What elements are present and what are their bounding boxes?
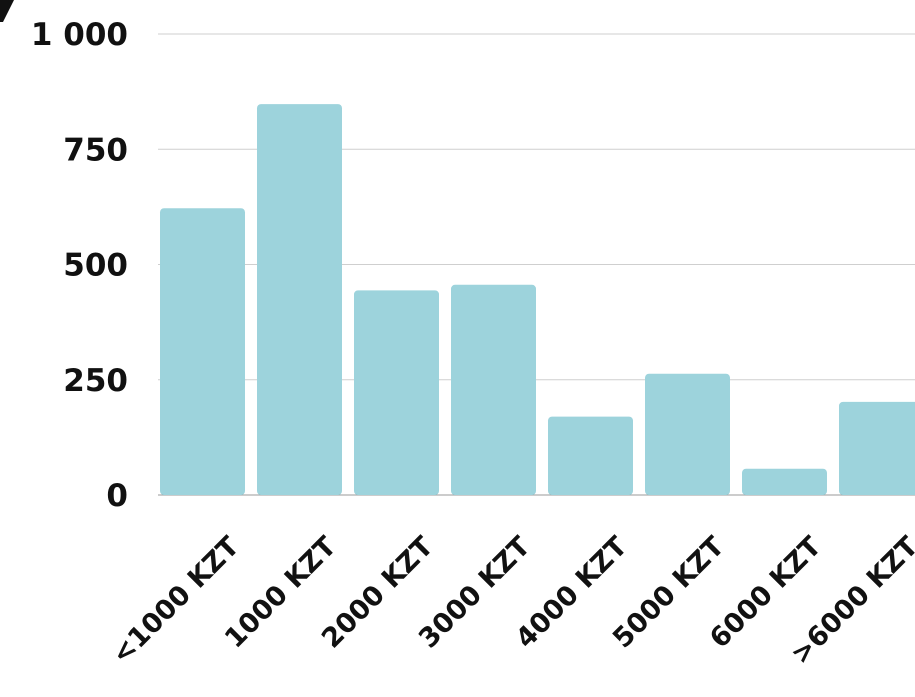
y-tick-label: 0	[106, 478, 128, 514]
y-tick-label: 500	[63, 248, 128, 284]
bar	[354, 290, 439, 495]
bar	[160, 208, 245, 495]
corner-decoration	[0, 0, 14, 22]
bars-layer	[160, 104, 915, 496]
bar	[742, 468, 827, 495]
y-tick-label: 750	[63, 132, 128, 168]
bar	[548, 416, 633, 495]
y-tick-label: 1 000	[31, 17, 128, 53]
y-tick-label: 250	[63, 363, 128, 399]
y-axis-ticks: 0 250 500 750 1 000	[31, 17, 128, 514]
bar	[451, 284, 536, 495]
bar	[645, 373, 730, 495]
bar	[257, 104, 342, 496]
bar	[839, 401, 915, 495]
x-tick-label: <1000 KZT	[106, 531, 246, 671]
